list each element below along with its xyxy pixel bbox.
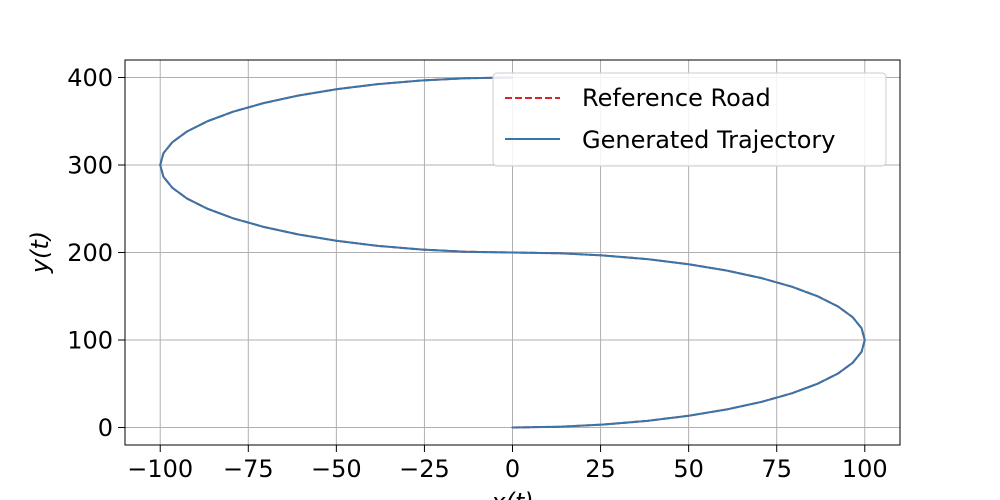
x-tick-label: −75	[223, 455, 274, 483]
series-line-generated-trajectory	[159, 76, 866, 429]
axis-ticks	[118, 77, 866, 452]
legend-label-reference-road: Reference Road	[582, 84, 771, 112]
x-tick-label: 75	[761, 455, 792, 483]
x-axis-label: x(t)	[490, 488, 533, 500]
x-tick-label: −25	[399, 455, 450, 483]
x-tick-label: 0	[505, 455, 520, 483]
x-tick-label: 100	[842, 455, 888, 483]
legend-label-generated-trajectory: Generated Trajectory	[582, 126, 835, 154]
x-tick-label: 50	[673, 455, 704, 483]
series-layer	[159, 76, 866, 429]
y-axis-label: y(t)	[26, 231, 54, 274]
y-tick-label: 200	[67, 239, 113, 267]
x-tick-label: 25	[585, 455, 616, 483]
y-tick-label: 0	[98, 414, 113, 442]
legend: Reference Road Generated Trajectory	[492, 72, 887, 167]
x-tick-label: −100	[127, 455, 193, 483]
x-tick-label: −50	[311, 455, 362, 483]
y-tick-label: 400	[67, 64, 113, 92]
tick-labels: −100 −75 −50 −25 0 25 50 75 100 0 100 200 300 400	[67, 64, 887, 483]
y-tick-label: 300	[67, 152, 113, 180]
y-tick-label: 100	[67, 327, 113, 355]
legend-box	[492, 72, 887, 167]
